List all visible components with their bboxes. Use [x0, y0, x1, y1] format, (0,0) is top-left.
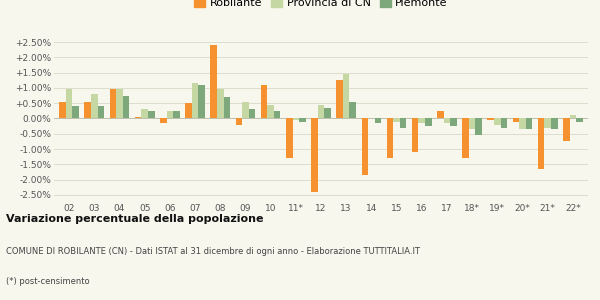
- Bar: [512, 118, 519, 122]
- Bar: [91, 94, 98, 118]
- Bar: [569, 116, 576, 118]
- Bar: [551, 118, 557, 129]
- Bar: [487, 118, 494, 120]
- Bar: [538, 118, 544, 169]
- Bar: [148, 111, 155, 118]
- Bar: [185, 103, 192, 118]
- Bar: [475, 118, 482, 135]
- Bar: [110, 89, 116, 118]
- Bar: [544, 118, 551, 128]
- Bar: [400, 118, 406, 128]
- Bar: [311, 118, 318, 192]
- Bar: [343, 74, 349, 118]
- Bar: [116, 89, 123, 118]
- Bar: [59, 102, 66, 118]
- Bar: [563, 118, 569, 141]
- Bar: [236, 118, 242, 124]
- Bar: [393, 118, 400, 122]
- Bar: [135, 117, 142, 118]
- Bar: [224, 97, 230, 118]
- Bar: [494, 118, 500, 124]
- Bar: [286, 118, 293, 158]
- Bar: [199, 85, 205, 118]
- Bar: [192, 83, 199, 118]
- Bar: [73, 106, 79, 118]
- Bar: [142, 109, 148, 119]
- Bar: [66, 89, 73, 118]
- Bar: [299, 118, 305, 122]
- Bar: [425, 118, 431, 126]
- Legend: Robilante, Provincia di CN, Piemonte: Robilante, Provincia di CN, Piemonte: [192, 0, 450, 10]
- Bar: [249, 109, 255, 119]
- Bar: [85, 102, 91, 118]
- Bar: [362, 118, 368, 175]
- Bar: [576, 118, 583, 122]
- Bar: [469, 118, 475, 129]
- Bar: [443, 118, 450, 123]
- Bar: [167, 111, 173, 118]
- Bar: [450, 118, 457, 126]
- Text: COMUNE DI ROBILANTE (CN) - Dati ISTAT al 31 dicembre di ogni anno - Elaborazione: COMUNE DI ROBILANTE (CN) - Dati ISTAT al…: [6, 248, 420, 256]
- Bar: [318, 105, 324, 118]
- Bar: [349, 102, 356, 118]
- Bar: [337, 80, 343, 118]
- Bar: [274, 111, 280, 118]
- Bar: [160, 118, 167, 123]
- Bar: [500, 118, 507, 128]
- Bar: [374, 118, 381, 123]
- Bar: [418, 118, 425, 123]
- Bar: [519, 118, 526, 129]
- Bar: [261, 85, 268, 118]
- Bar: [173, 111, 179, 118]
- Bar: [526, 118, 532, 129]
- Bar: [211, 45, 217, 118]
- Text: Variazione percentuale della popolazione: Variazione percentuale della popolazione: [6, 214, 263, 224]
- Bar: [123, 96, 130, 118]
- Bar: [387, 118, 393, 158]
- Bar: [324, 108, 331, 118]
- Bar: [293, 118, 299, 120]
- Bar: [217, 89, 224, 118]
- Bar: [242, 102, 249, 118]
- Bar: [412, 118, 418, 152]
- Text: (*) post-censimento: (*) post-censimento: [6, 278, 89, 286]
- Bar: [268, 105, 274, 118]
- Bar: [437, 111, 443, 118]
- Bar: [463, 118, 469, 158]
- Bar: [98, 106, 104, 118]
